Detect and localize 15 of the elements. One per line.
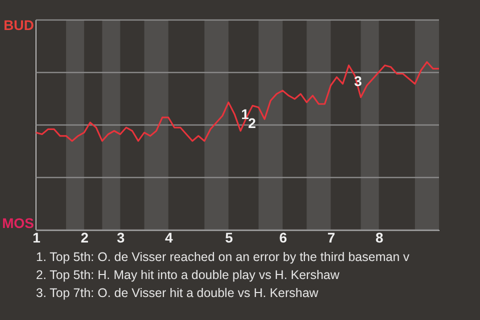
x-tick-label: 3	[116, 230, 125, 246]
x-tick-label: 2	[80, 230, 89, 246]
annotation: 2	[248, 115, 256, 131]
x-tick-label: 7	[327, 230, 336, 246]
x-tick-label: 8	[375, 230, 384, 246]
x-tick-label: 5	[225, 230, 234, 246]
text: 1. Top 5th: O. de Visser reached on an error by the third baseman v	[36, 250, 410, 264]
x-tick-label: 4	[164, 230, 173, 246]
text: 3. Top 7th: O. de Visser hit a double vs H. Kershaw	[36, 286, 320, 300]
text: MOS	[2, 215, 34, 231]
annotation: 1	[241, 106, 250, 122]
x-tick-label: 6	[279, 230, 288, 246]
x-tick-label: 1	[32, 230, 41, 246]
text: BUD	[4, 17, 34, 33]
text: 2. Top 5th: H. May hit into a double play vs H. Kershaw	[36, 268, 340, 282]
